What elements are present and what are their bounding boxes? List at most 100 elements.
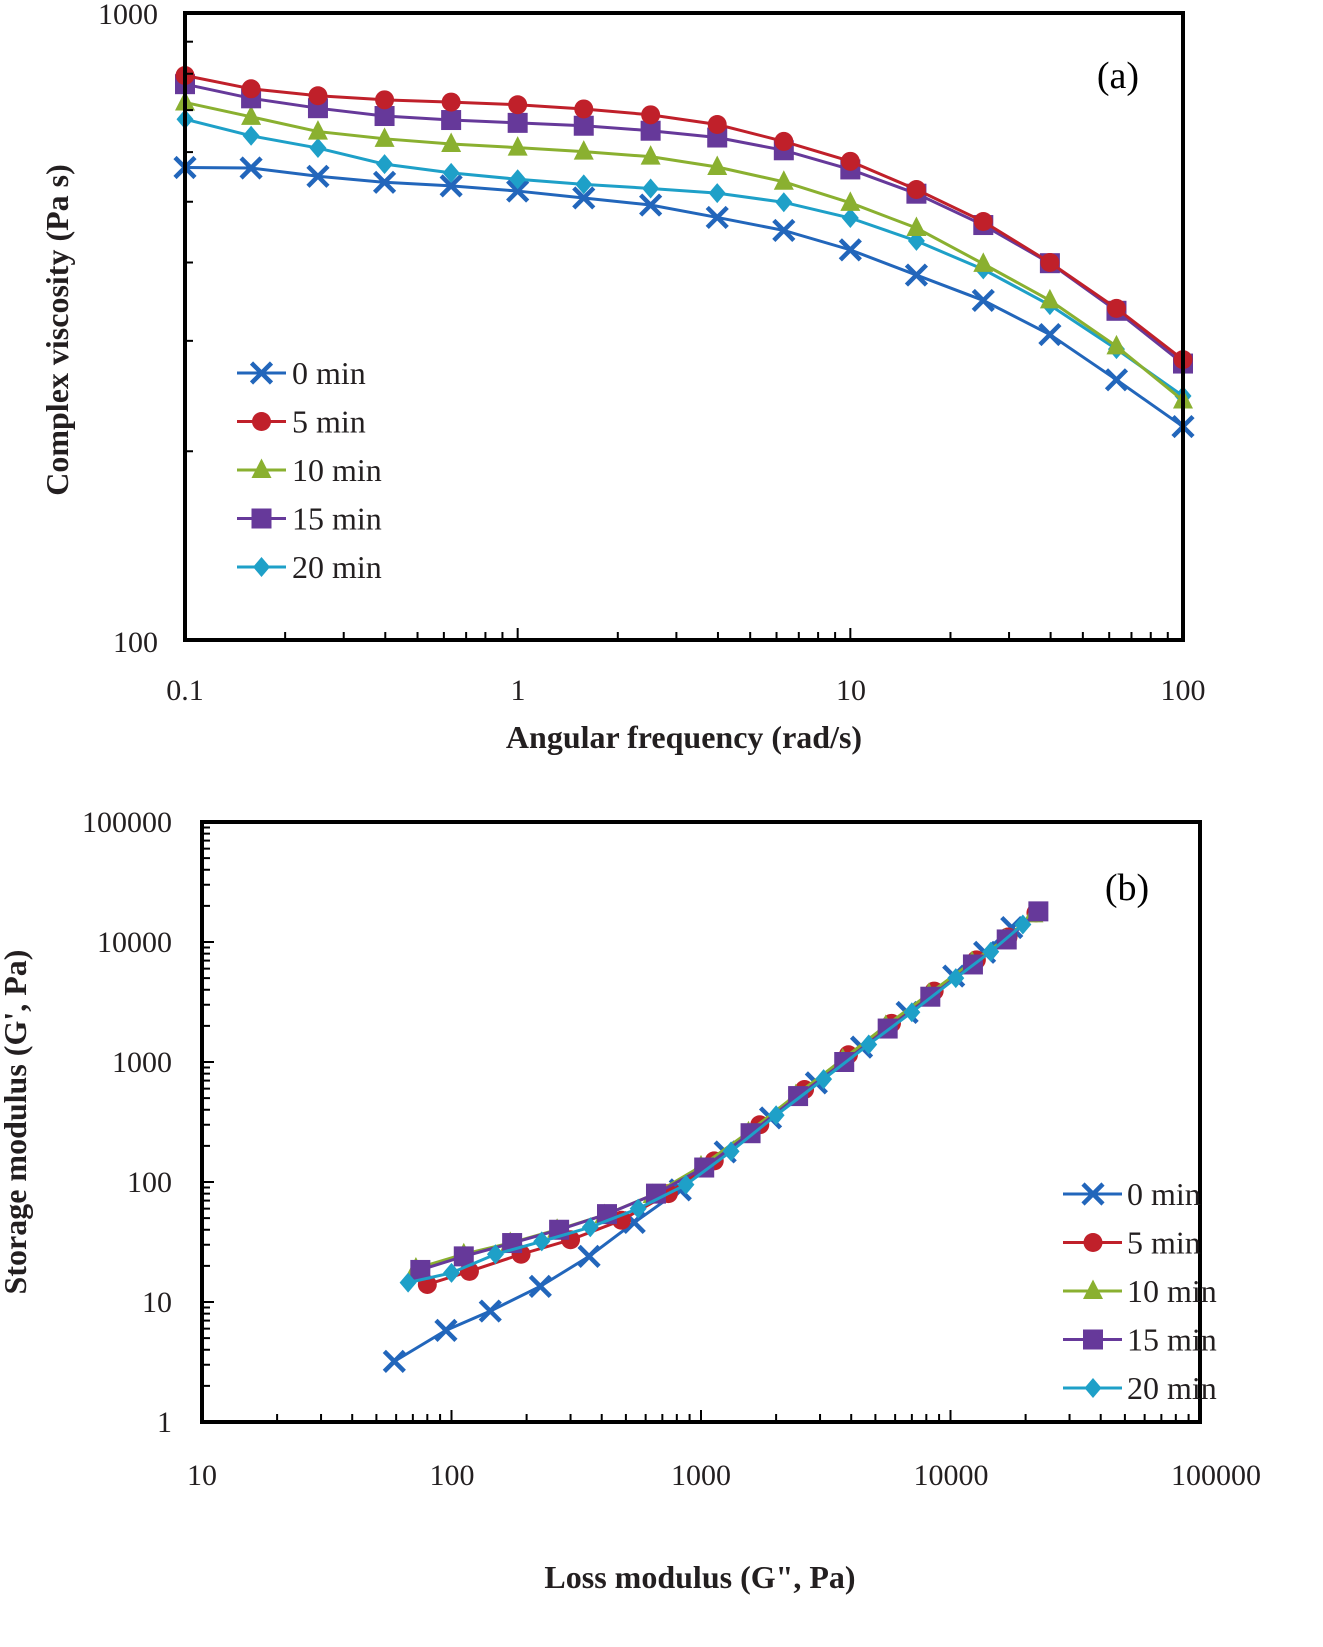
data-point <box>815 1069 833 1090</box>
legend-label: 20 min <box>292 549 382 585</box>
data-point <box>241 105 262 125</box>
chart-b-x-tick-label: 10 <box>187 1459 217 1492</box>
data-point <box>507 136 528 156</box>
data-point <box>1104 368 1129 392</box>
data-point <box>1039 288 1060 309</box>
chart-a-y-tick-label: 100 <box>113 626 158 659</box>
series-line-0-min <box>184 166 1184 428</box>
data-point <box>973 252 994 272</box>
series-line-20-min <box>184 117 1184 398</box>
legend-marker <box>252 412 271 431</box>
legend-item: 15 min <box>1063 1322 1217 1358</box>
legend-label: 15 min <box>292 501 382 537</box>
data-point <box>903 1002 921 1023</box>
legend-marker <box>1083 1329 1103 1350</box>
data-point <box>838 238 862 262</box>
data-point <box>439 174 463 198</box>
data-point <box>533 1231 551 1252</box>
data-point <box>705 205 729 230</box>
data-point <box>239 156 263 180</box>
data-point <box>1028 901 1049 922</box>
chart-b-plot-frame <box>200 820 1202 1424</box>
data-point <box>629 1198 647 1219</box>
chart-b-panel-label: (b) <box>1105 867 1149 909</box>
data-point <box>1106 334 1127 355</box>
data-point <box>308 86 328 106</box>
chart-b-x-tick-label: 100 <box>430 1459 475 1492</box>
series-line-5-min <box>184 73 1184 361</box>
data-point <box>581 1217 599 1238</box>
data-point <box>241 79 261 99</box>
chart-b-y-tick-label: 100 <box>127 1166 172 1199</box>
data-point <box>640 120 661 141</box>
legend-label: 10 min <box>1127 1273 1217 1309</box>
data-point <box>860 1034 878 1055</box>
data-point <box>399 1272 417 1293</box>
data-point <box>1038 322 1062 347</box>
chart-b-y-tick-label: 1 <box>157 1406 172 1439</box>
data-point <box>708 183 726 204</box>
legend-item: 10 min <box>1063 1273 1217 1309</box>
legend-label: 20 min <box>1127 1370 1217 1406</box>
data-point <box>947 968 965 989</box>
data-point <box>694 1157 715 1178</box>
data-point <box>642 178 660 199</box>
data-point <box>640 145 661 165</box>
chart-a: (a) 100 1000 0.1 1 10 100 Angular freque… <box>39 0 1206 755</box>
data-point <box>573 140 594 160</box>
data-point <box>906 216 927 237</box>
chart-b-marks <box>382 901 1049 1373</box>
data-point <box>441 132 462 153</box>
data-point <box>707 115 727 135</box>
data-point <box>572 186 596 210</box>
chart-b-y-tick-label: 100000 <box>82 806 172 839</box>
chart-b-x-tick-labels: 10 100 1000 10000 100000 <box>187 1459 1261 1492</box>
legend-label: 0 min <box>1127 1176 1201 1212</box>
chart-b-x-tick-label: 10000 <box>914 1459 989 1492</box>
chart-a-marks <box>173 65 1195 439</box>
data-point <box>508 95 528 115</box>
legend-label: 15 min <box>1127 1322 1217 1358</box>
data-point <box>840 151 860 171</box>
legend-marker <box>253 557 270 577</box>
data-point <box>982 941 1000 962</box>
legend-item: 15 min <box>237 501 382 537</box>
legend-item: 5 min <box>1063 1225 1201 1261</box>
series-line-15-min <box>184 82 1184 365</box>
data-point <box>677 1174 695 1195</box>
data-point <box>382 1349 406 1373</box>
legend-item: 0 min <box>1063 1176 1201 1212</box>
data-point <box>441 110 462 131</box>
chart-a-ticks <box>184 12 1184 641</box>
data-point <box>374 127 395 147</box>
data-point <box>528 1274 552 1298</box>
data-point <box>442 162 460 183</box>
data-point <box>307 120 328 140</box>
legend-item: 20 min <box>237 549 382 585</box>
data-point <box>841 208 859 229</box>
legend-marker <box>251 458 272 478</box>
data-point <box>773 170 794 190</box>
chart-a-y-tick-label: 1000 <box>98 0 158 31</box>
legend-label: 5 min <box>1127 1225 1201 1261</box>
data-point <box>775 192 793 213</box>
data-point <box>1014 914 1032 935</box>
data-point <box>309 138 327 159</box>
series-line-0-min <box>393 926 1013 1363</box>
chart-a-x-axis-title: Angular frequency (rad/s) <box>506 719 862 755</box>
chart-a-x-tick-label: 1 <box>511 674 526 707</box>
chart-a-legend: 0 min 5 min 10 min 15 min 20 min <box>237 355 382 585</box>
chart-b-y-tick-labels: 1 10 100 1000 10000 100000 <box>82 806 172 1439</box>
chart-b-legend: 0 min 5 min 10 min 15 min 20 min <box>1063 1176 1217 1406</box>
legend-label: 0 min <box>292 355 366 391</box>
data-point <box>306 164 330 188</box>
data-point <box>506 179 530 203</box>
data-point <box>772 218 796 243</box>
data-point <box>242 125 260 146</box>
legend-label: 5 min <box>292 404 366 440</box>
chart-b-x-axis-title: Loss modulus (G", Pa) <box>544 1559 855 1595</box>
chart-b-y-tick-label: 10000 <box>97 926 172 959</box>
data-point <box>372 170 397 194</box>
legend-marker <box>1084 1378 1102 1398</box>
legend-marker <box>1083 1233 1103 1252</box>
